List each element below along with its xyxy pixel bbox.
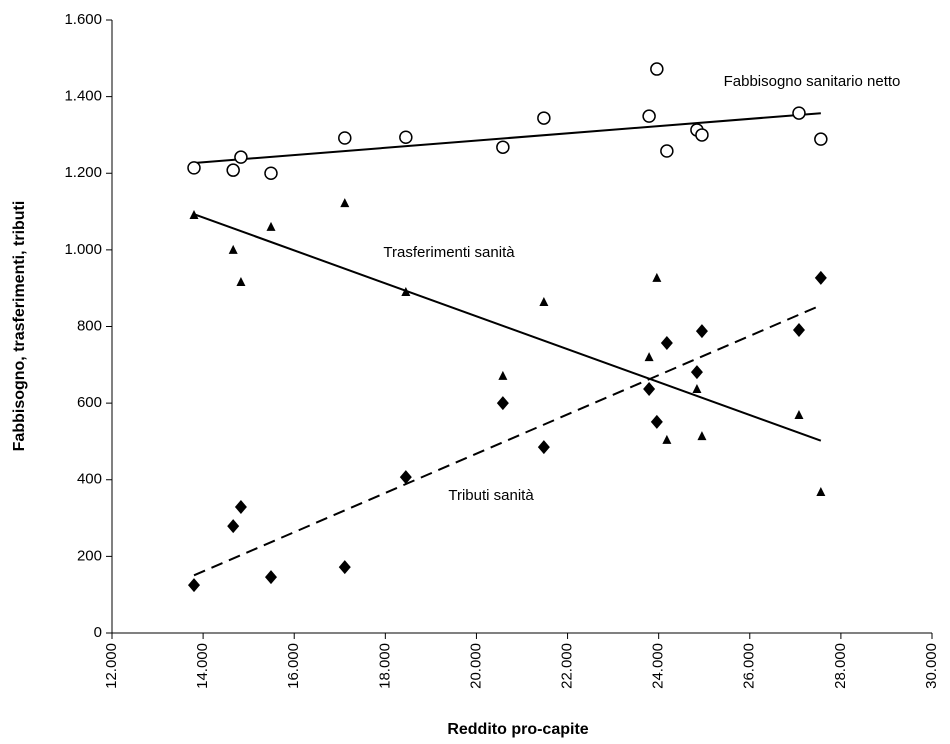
data-point bbox=[236, 277, 246, 287]
data-point bbox=[401, 287, 411, 297]
x-tick-label: 18.000 bbox=[376, 643, 393, 689]
data-point bbox=[643, 381, 656, 396]
data-point bbox=[792, 106, 806, 120]
data-point bbox=[338, 560, 351, 575]
data-point bbox=[662, 434, 672, 444]
data-point bbox=[338, 131, 352, 145]
data-point bbox=[340, 198, 350, 208]
data-point bbox=[650, 62, 664, 76]
data-point bbox=[188, 578, 200, 593]
data-point bbox=[695, 128, 709, 142]
y-tick-label: 0 bbox=[94, 624, 102, 641]
data-point bbox=[226, 163, 240, 177]
data-point bbox=[660, 144, 674, 158]
data-point bbox=[652, 272, 662, 282]
x-tick-label: 14.000 bbox=[194, 643, 211, 689]
data-point bbox=[692, 383, 702, 393]
data-point bbox=[498, 370, 508, 380]
y-tick-label: 1.400 bbox=[64, 88, 102, 105]
x-tick-label: 16.000 bbox=[285, 643, 302, 689]
data-point bbox=[496, 396, 509, 411]
x-axis-title: Reddito pro-capite bbox=[447, 721, 588, 738]
trend-line bbox=[193, 304, 822, 577]
x-tick-label: 30.000 bbox=[923, 643, 940, 689]
data-point bbox=[189, 210, 199, 220]
data-point bbox=[644, 352, 654, 362]
trend-line bbox=[193, 213, 822, 442]
x-tick-label: 24.000 bbox=[650, 643, 667, 689]
data-point bbox=[399, 130, 413, 144]
data-point bbox=[695, 324, 708, 339]
data-point bbox=[650, 414, 663, 429]
data-point bbox=[399, 470, 412, 485]
data-point bbox=[816, 487, 826, 497]
data-point bbox=[690, 365, 703, 380]
data-point bbox=[266, 221, 276, 231]
data-point bbox=[228, 244, 238, 254]
series-label: Fabbisogno sanitario netto bbox=[724, 73, 901, 90]
data-point bbox=[792, 322, 805, 337]
data-point bbox=[496, 140, 510, 154]
y-tick-label: 600 bbox=[77, 394, 102, 411]
data-point bbox=[814, 132, 828, 146]
data-point bbox=[537, 440, 550, 455]
y-tick-label: 1.600 bbox=[64, 11, 102, 28]
x-tick-label: 12.000 bbox=[103, 643, 120, 689]
data-point bbox=[642, 109, 656, 123]
series-label: Trasferimenti sanità bbox=[383, 244, 515, 261]
y-tick-label: 1.200 bbox=[64, 164, 102, 181]
data-point bbox=[234, 150, 248, 164]
x-tick-label: 26.000 bbox=[741, 643, 758, 689]
data-point bbox=[539, 296, 549, 306]
data-point bbox=[227, 519, 240, 534]
y-axis-title: Fabbisogno, trasferimenti, tributi bbox=[11, 201, 28, 452]
series-label: Tributi sanità bbox=[448, 487, 534, 504]
data-point bbox=[794, 410, 804, 420]
x-tick-label: 28.000 bbox=[832, 643, 849, 689]
data-point bbox=[697, 431, 707, 441]
data-point bbox=[234, 499, 247, 514]
y-tick-label: 200 bbox=[77, 547, 102, 564]
data-point bbox=[814, 270, 827, 285]
data-point bbox=[537, 111, 551, 125]
y-tick-label: 1.000 bbox=[64, 241, 102, 258]
data-point bbox=[660, 335, 673, 350]
data-point bbox=[187, 161, 201, 175]
trend-line bbox=[193, 112, 821, 164]
x-tick-label: 22.000 bbox=[559, 643, 576, 689]
data-point bbox=[264, 166, 278, 180]
data-point bbox=[264, 570, 277, 585]
y-tick-label: 400 bbox=[77, 471, 102, 488]
y-tick-label: 800 bbox=[77, 317, 102, 334]
x-tick-label: 20.000 bbox=[467, 643, 484, 689]
